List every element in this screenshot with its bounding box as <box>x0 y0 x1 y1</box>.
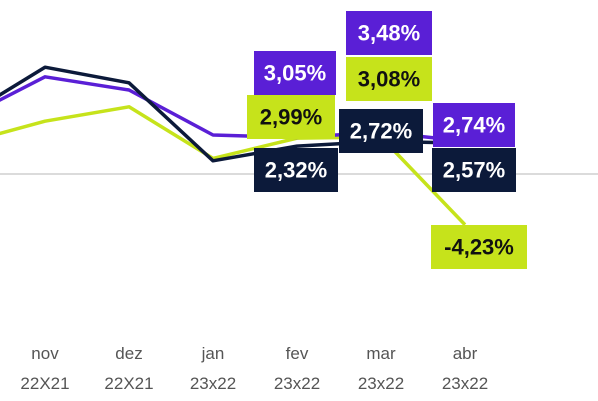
value-label-box <box>247 95 335 139</box>
value-label: 2,74% <box>443 113 505 138</box>
value-label-box <box>346 11 432 55</box>
value-label-box <box>254 148 338 192</box>
value-label: 3,05% <box>264 61 326 86</box>
x-tick-label: 22X21 <box>20 374 69 393</box>
x-tick-label: 23x22 <box>274 374 320 393</box>
value-label: 3,08% <box>358 67 420 92</box>
x-tick-label: nov <box>31 344 59 363</box>
value-label: 2,32% <box>265 158 327 183</box>
x-tick-label: 23x22 <box>358 374 404 393</box>
x-tick-label: abr <box>453 344 478 363</box>
x-tick-label: dez <box>115 344 142 363</box>
value-label-box <box>431 225 527 269</box>
value-label: 2,99% <box>260 105 322 130</box>
value-label-box <box>254 51 336 95</box>
x-tick-label: 22X21 <box>104 374 153 393</box>
x-tick-label: 23x22 <box>190 374 236 393</box>
value-label: 2,72% <box>350 119 412 144</box>
value-label: -4,23% <box>444 235 514 260</box>
value-label: 3,48% <box>358 21 420 46</box>
x-tick-label: jan <box>201 344 225 363</box>
x-tick-label: 23x22 <box>442 374 488 393</box>
value-label-box <box>433 103 515 147</box>
x-tick-label: fev <box>286 344 309 363</box>
value-label-box <box>339 109 423 153</box>
value-label-box <box>346 57 432 101</box>
value-label-box <box>432 148 516 192</box>
x-tick-label: mar <box>366 344 396 363</box>
value-label: 2,57% <box>443 158 505 183</box>
